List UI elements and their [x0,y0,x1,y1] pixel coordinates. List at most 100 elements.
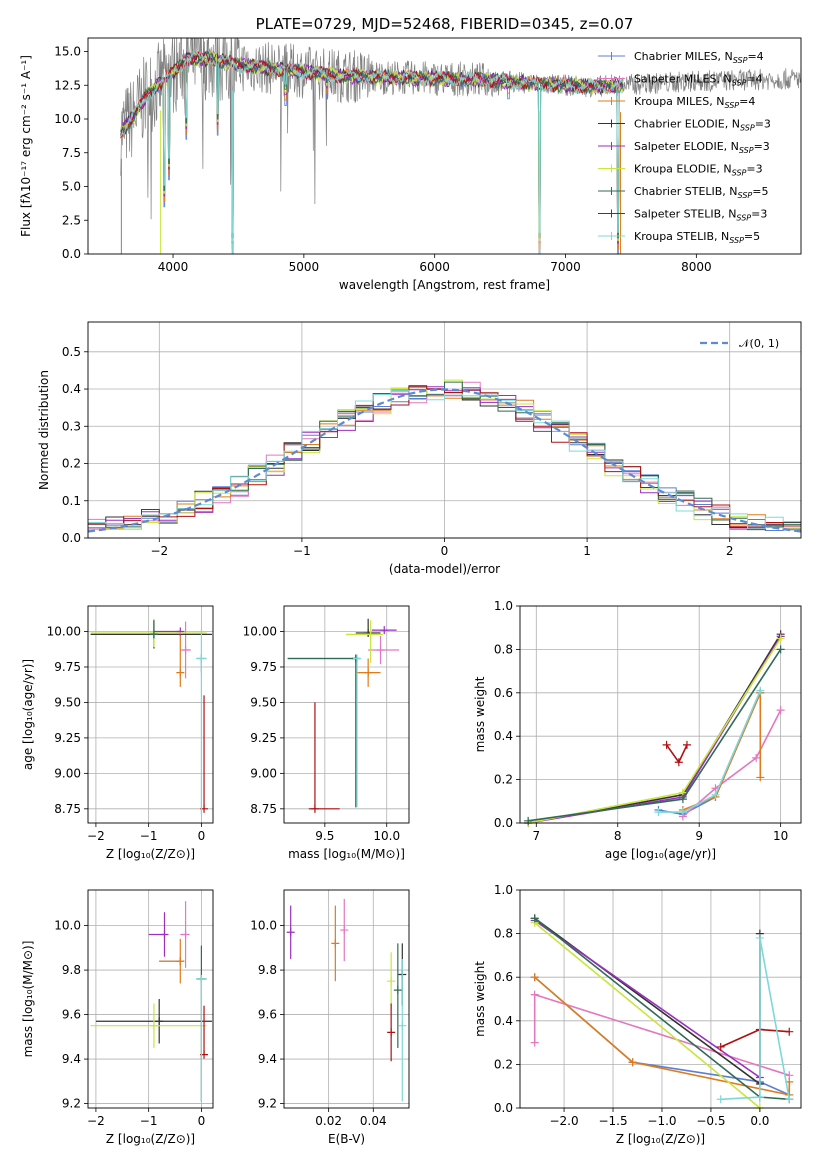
marker-salpeter_stelib [662,740,671,749]
point-kroupa_elodie [149,1021,158,1030]
legend-entry-chabrier_stelib: Chabrier STELIB, NSSP=5 [634,185,768,200]
y-tick-label: 9.2 [258,1097,277,1111]
y-tick-label: 1.0 [494,599,513,613]
y-tick-label: 9.8 [258,963,277,977]
y-tick-label: 9.4 [258,1052,277,1066]
marker-salpeter_stelib [716,1042,725,1051]
x-tick-label: 6000 [419,260,450,274]
x-tick-label: −2 [87,829,105,843]
weight_vs_age-panel: 7 8 9 10 0.0 0.2 0.4 0.6 0.8 1.0 age [log₁₀(age/yr… [473,599,802,861]
series-kroupa_stelib [720,937,791,1101]
model-spectrum-salpeter_stelib [120,51,624,139]
y-tick-label: 0.0 [62,247,81,261]
x-tick-label: 0.04 [360,1114,387,1128]
series-kroupa_elodie [534,922,761,1109]
series-chabrier_elodie [527,633,782,824]
y-tick-label: 2.5 [62,213,81,227]
y-tick-label: 0.0 [62,531,81,545]
y-tick-label: 9.4 [62,1052,81,1066]
legend-entry-kroupa_miles: Kroupa MILES, NSSP=4 [634,95,755,110]
marker-kroupa_stelib [654,808,663,817]
y-tick-label: 0.8 [494,642,513,656]
marker-kroupa_stelib [755,933,764,942]
x-tick-label: −2 [87,1114,105,1128]
y-tick-label: 9.50 [54,695,81,709]
y-axis-label: Flux [fλ10⁻¹⁷ erg cm⁻² s⁻¹ A⁻¹] [19,55,33,237]
data-spectrum [120,38,801,220]
point-salpeter_miles [340,926,349,935]
x-tick-label: −2.0 [549,1114,578,1128]
axes-frame [283,605,410,824]
point-kroupa_miles [364,668,373,677]
axes-frame [87,889,214,1109]
histograms [88,379,801,533]
x-axis-label: E(B-V) [328,1132,365,1146]
point-kroupa_stelib [197,974,206,983]
series-salpeter_stelib [665,744,688,764]
marker-kroupa_stelib [678,808,687,817]
marker-kroupa_stelib [711,790,720,799]
legend-normal-label: 𝒩(0, 1) [739,337,779,350]
legend-entry-chabrier_elodie: Chabrier ELODIE, NSSP=3 [634,118,771,133]
weight_vs_Z-panel: −2.0 −1.5 −1.0 −0.5 0.0 0.0 0.2 0.4 0.6 0.8 1.0 Z [… [473,883,802,1146]
x-axis-label: age [log₁₀(age/yr)] [605,847,716,861]
series-salpeter_elodie [534,919,761,1079]
point-kroupa_miles [176,957,185,966]
x-axis-label: Z [log₁₀(Z/Z⊙)] [106,1132,195,1146]
point-salpeter_elodie [176,627,185,636]
y-tick-label: 0.4 [494,1014,513,1028]
y-tick-label: 0.3 [62,419,81,433]
age_vs_Z-panel: −2 −1 0 8.75 9.00 9.25 9.50 9.75 10.00 Z [log₁₀(Z… [21,605,214,861]
x-axis-label: (data-model)/error [389,562,500,576]
x-tick-label: 10.0 [373,829,400,843]
y-tick-label: 9.75 [250,660,277,674]
marker-chabrier_stelib [524,816,533,825]
y-tick-label: 0.1 [62,494,81,508]
marker-kroupa_miles [756,773,765,782]
model-spectrum-kroupa_elodie [120,49,624,241]
point-chabrier_stelib [393,986,402,995]
x-axis-label: Z [log₁₀(Z/Z⊙)] [616,1132,705,1146]
y-axis-label: mass weight [473,676,487,752]
point-kroupa_miles [176,668,185,677]
y-tick-label: 9.00 [54,766,81,780]
marker-salpeter_stelib [674,758,683,767]
x-tick-label: 1 [583,544,591,558]
spectrum-lines [120,38,801,254]
y-tick-label: 9.8 [62,963,81,977]
x-tick-label: 0.0 [750,1114,769,1128]
x-tick-label: 9.5 [315,829,334,843]
y-tick-label: 0.6 [494,686,513,700]
point-kroupa_stelib [398,1021,407,1030]
y-tick-label: 0.6 [494,970,513,984]
y-tick-label: 10.0 [250,919,277,933]
x-tick-label: 10 [773,829,788,843]
x-tick-label: 0 [441,544,449,558]
point-salpeter_elodie [380,626,389,635]
x-tick-label: 4000 [158,260,189,274]
y-tick-label: 10.00 [243,625,277,639]
x-axis-label: wavelength [Angstrom, rest frame] [339,278,550,292]
point-kroupa_elodie [366,630,375,639]
normal-curve [88,388,801,533]
point-kroupa_stelib [353,654,362,663]
spectrum-panel: 4000 5000 6000 7000 8000 0.0 2.5 5.0 7.5 10.0 12.5… [19,15,802,292]
legend-entry-kroupa_stelib: Kroupa STELIB, NSSP=5 [634,230,760,245]
x-tick-label: −1.5 [598,1114,627,1128]
y-tick-label: 0.2 [62,457,81,471]
y-tick-label: 5.0 [62,180,81,194]
marker-salpeter_stelib [682,740,691,749]
x-tick-label: 9 [695,829,703,843]
axes-frame [283,889,410,1109]
y-tick-label: 9.50 [250,695,277,709]
y-tick-label: 0.0 [494,816,513,830]
y-tick-label: 9.75 [54,660,81,674]
marker-kroupa_stelib [756,686,765,695]
histogram-kroupa_stelib [88,389,801,530]
x-tick-label: −0.5 [696,1114,725,1128]
x-tick-label: −1.0 [647,1114,676,1128]
mass_vs_ebv-panel: 0.02 0.04 9.2 9.4 9.6 9.8 10.0 E(B-V) [250,889,410,1146]
model-spectrum-chabrier_miles [120,50,624,254]
y-axis-label: mass [log₁₀(M/M⊙)] [21,941,35,1058]
